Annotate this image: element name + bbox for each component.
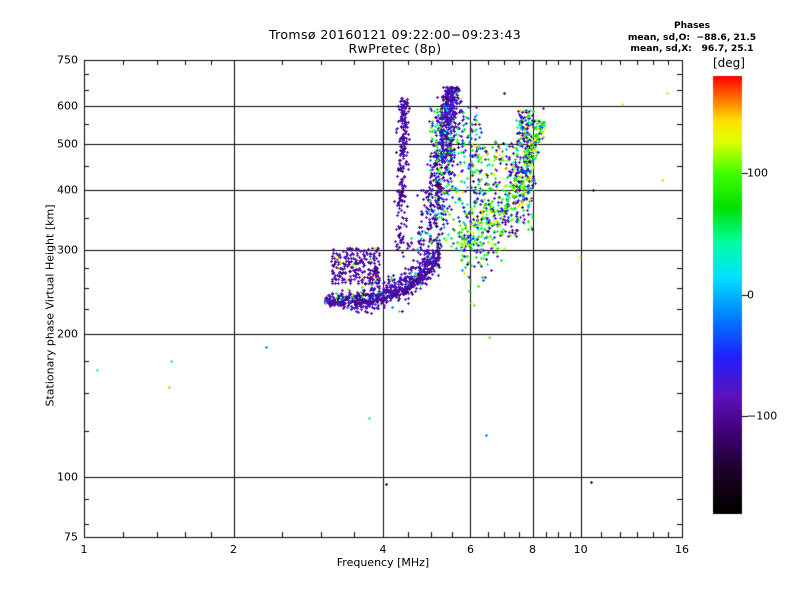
y-tick-label: 300 [57, 243, 78, 257]
x-axis-label: Frequency [MHz] [336, 556, 430, 569]
y-tick-label: 400 [57, 183, 78, 197]
phases-o-mode-stats: mean, sd,O: −88.6, 21.5 [627, 32, 757, 43]
colorbar-unit-label: [deg] [713, 56, 745, 70]
phases-x-mode-stats: mean, sd,X: 96.7, 25.1 [630, 43, 754, 54]
x-tick-label: 8 [529, 543, 536, 556]
x-tick-label: 1 [80, 543, 88, 556]
y-tick-label: 750 [57, 53, 78, 67]
x-tick-label: 16 [675, 543, 689, 556]
y-tick-label: 200 [57, 327, 78, 341]
x-tick-label: 10 [573, 543, 588, 556]
y-tick-label: 100 [57, 470, 78, 484]
phases-heading: Phases [674, 21, 710, 31]
y-axis-label: Stationary phase Virtual Height [km] [43, 204, 57, 407]
y-tick-label: 600 [57, 99, 78, 113]
colorbar-tick-label: −100 [747, 409, 778, 423]
x-tick-label: 4 [379, 543, 387, 556]
colorbar-tick-label: 0 [747, 288, 754, 301]
x-tick-label: 2 [230, 543, 237, 556]
y-tick-label: 75 [64, 530, 78, 544]
chart-title-line2: RwPretec (8p) [348, 41, 442, 56]
colorbar-tick-label: 100 [747, 166, 768, 180]
y-tick-label: 500 [57, 137, 78, 151]
x-tick-label: 6 [466, 543, 474, 556]
chart-title-line1: Tromsø 20160121 09:22:00−09:23:43 [268, 27, 522, 42]
